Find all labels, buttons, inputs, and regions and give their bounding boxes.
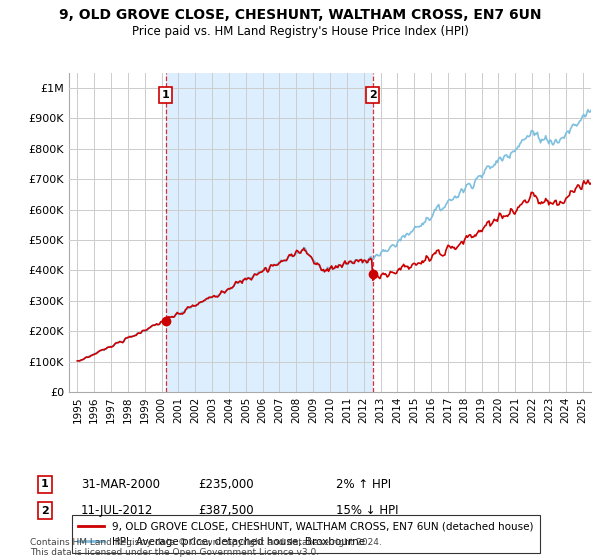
Text: 9, OLD GROVE CLOSE, CHESHUNT, WALTHAM CROSS, EN7 6UN: 9, OLD GROVE CLOSE, CHESHUNT, WALTHAM CR…	[59, 8, 541, 22]
Text: Contains HM Land Registry data © Crown copyright and database right 2024.
This d: Contains HM Land Registry data © Crown c…	[30, 538, 382, 557]
Legend: 9, OLD GROVE CLOSE, CHESHUNT, WALTHAM CROSS, EN7 6UN (detached house), HPI: Aver: 9, OLD GROVE CLOSE, CHESHUNT, WALTHAM CR…	[71, 515, 540, 553]
Text: 2: 2	[369, 90, 376, 100]
Text: £387,500: £387,500	[198, 504, 254, 517]
Text: 15% ↓ HPI: 15% ↓ HPI	[336, 504, 398, 517]
Text: 31-MAR-2000: 31-MAR-2000	[81, 478, 160, 491]
Text: £235,000: £235,000	[198, 478, 254, 491]
Bar	[166, 73, 373, 392]
Text: 1: 1	[41, 479, 49, 489]
Text: 2% ↑ HPI: 2% ↑ HPI	[336, 478, 391, 491]
Text: 11-JUL-2012: 11-JUL-2012	[81, 504, 154, 517]
Text: 1: 1	[162, 90, 170, 100]
Text: Price paid vs. HM Land Registry's House Price Index (HPI): Price paid vs. HM Land Registry's House …	[131, 25, 469, 38]
Text: 2: 2	[41, 506, 49, 516]
